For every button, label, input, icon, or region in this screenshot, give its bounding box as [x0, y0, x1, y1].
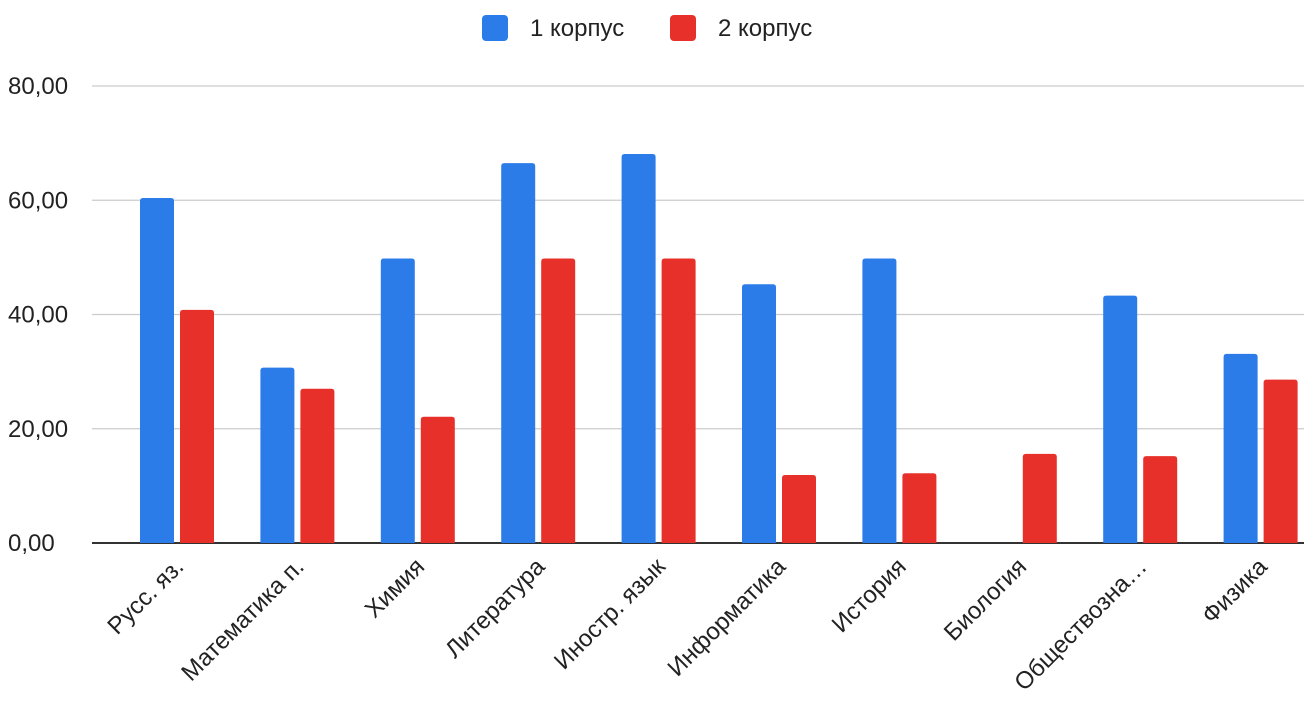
- bars: [140, 153, 1298, 543]
- x-tick-label: Математика п.: [176, 553, 309, 686]
- bar-2: [661, 258, 696, 543]
- x-tick-label: Биология: [939, 553, 1032, 646]
- bar-1: [140, 197, 174, 543]
- bar-1: [1223, 353, 1258, 543]
- bar-2: [782, 475, 816, 543]
- bar-1: [862, 258, 897, 543]
- x-tick-label: Физика: [1197, 553, 1273, 629]
- x-tick-label: Информатика: [663, 553, 792, 682]
- x-tick-label: Иностр. язык: [549, 553, 671, 675]
- y-tick-label: 20,00: [8, 416, 68, 443]
- legend-swatch-2: [670, 15, 696, 41]
- legend-label-2: 2 корпус: [718, 15, 812, 42]
- bar-1: [742, 284, 776, 543]
- bar-2: [420, 416, 455, 543]
- x-tick-label: Обществозна…: [1009, 553, 1152, 696]
- bar-1: [1103, 295, 1138, 543]
- x-axis-labels: Русс. яз.Математика п. Химия ЛитератураИно…: [102, 553, 1273, 697]
- bar-2: [300, 388, 335, 543]
- y-axis-labels: 0,00 20,00 40,00 60,00 80,00: [8, 73, 68, 557]
- x-tick-label: Химия: [360, 553, 430, 623]
- x-tick-label: История: [827, 553, 912, 638]
- bar-2: [902, 473, 937, 543]
- y-tick-label: 80,00: [8, 73, 68, 100]
- bar-2: [180, 309, 214, 543]
- legend-label-1: 1 корпус: [530, 15, 624, 42]
- bar-1: [621, 153, 656, 543]
- legend-swatch-1: [482, 15, 508, 41]
- y-tick-label: 60,00: [8, 187, 68, 214]
- bar-2: [1143, 456, 1178, 543]
- bar-2: [1263, 379, 1298, 543]
- x-tick-label: Русс. яз.: [102, 553, 189, 640]
- bar-1: [501, 163, 536, 543]
- legend: 1 корпус 2 корпус: [482, 15, 812, 42]
- x-tick-label: Литература: [440, 553, 551, 664]
- y-tick-label: 0,00: [8, 530, 55, 557]
- bar-1: [380, 258, 415, 543]
- bar-2: [1022, 453, 1057, 543]
- y-tick-label: 40,00: [8, 302, 68, 329]
- bar-1: [260, 367, 295, 543]
- bar-2: [541, 258, 576, 543]
